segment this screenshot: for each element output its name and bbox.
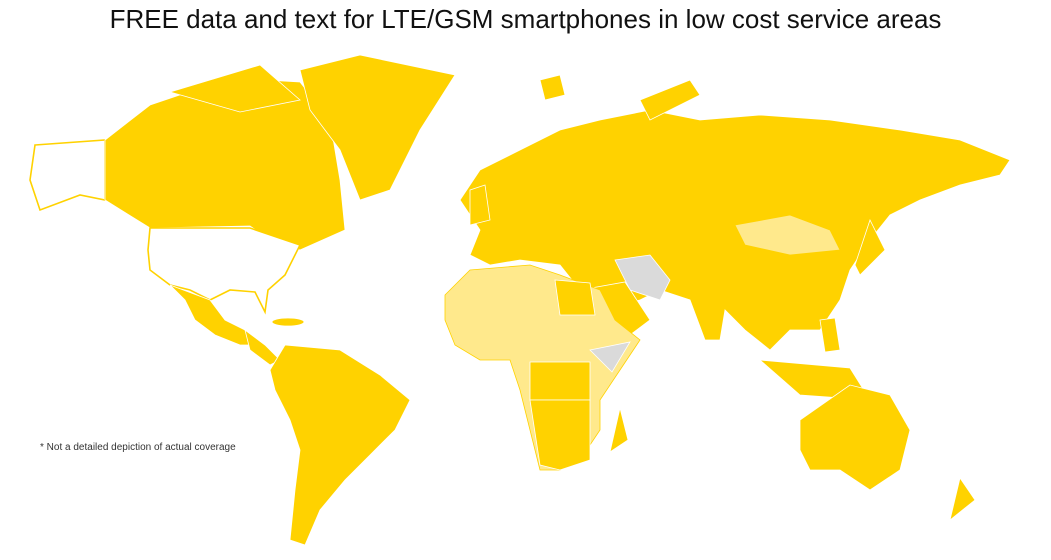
title: FREE data and text for LTE/GSM smartphon… xyxy=(109,4,942,34)
japan xyxy=(854,218,886,276)
madagascar xyxy=(609,407,629,453)
greenland xyxy=(299,54,456,201)
new-zealand xyxy=(949,477,976,522)
philippines xyxy=(819,317,841,353)
novaya-zemlya xyxy=(639,79,701,121)
australia xyxy=(799,384,911,491)
mexico xyxy=(169,284,256,346)
mongolia xyxy=(734,214,841,256)
horn-of-africa xyxy=(589,341,631,373)
alaska xyxy=(29,139,106,212)
egypt xyxy=(554,279,596,316)
svalbard xyxy=(539,74,566,101)
britain xyxy=(469,184,491,226)
arctic-islands xyxy=(168,64,301,113)
united-states xyxy=(147,227,302,315)
footnote: * Not a detailed depiction of actual cov… xyxy=(40,442,236,453)
caribbean xyxy=(271,317,305,327)
central-america xyxy=(244,329,281,366)
south-america xyxy=(269,344,411,546)
iran xyxy=(614,254,671,301)
central-africa xyxy=(529,361,591,401)
southern-africa xyxy=(529,399,591,471)
